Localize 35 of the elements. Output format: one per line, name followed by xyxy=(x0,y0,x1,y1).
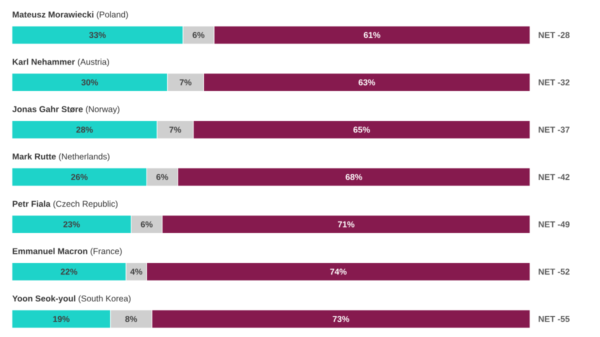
text: NET -37 xyxy=(538,126,570,133)
data-label: 28% xyxy=(76,126,93,133)
y-tick-label: Yoon Seok-youl (South Korea) xyxy=(12,295,131,304)
text: NET -49 xyxy=(538,221,570,228)
data-label: 22% xyxy=(60,268,78,275)
data-label: 7% xyxy=(180,79,192,86)
data-label: 63% xyxy=(358,79,376,86)
y-tick-label: Mateusz Morawiecki (Poland) xyxy=(12,11,128,20)
data-label: 19% xyxy=(53,316,70,322)
data-label: 65% xyxy=(353,126,370,133)
data-label: 6% xyxy=(140,221,153,228)
text: NET -42 xyxy=(538,174,570,180)
data-label: 33% xyxy=(89,32,106,38)
data-label: 7% xyxy=(169,126,182,133)
data-label: 61% xyxy=(364,32,380,38)
text: NET -32 xyxy=(538,79,570,86)
data-label: 8% xyxy=(125,316,138,322)
y-tick-label: Emmanuel Macron (France) xyxy=(12,248,122,256)
data-label: 4% xyxy=(130,268,142,275)
data-label: 23% xyxy=(63,221,80,228)
y-tick-label: Jonas Gahr Støre (Norway) xyxy=(12,106,120,114)
data-label: 26% xyxy=(71,174,88,180)
text: NET -55 xyxy=(538,316,570,322)
data-label: 68% xyxy=(346,174,362,180)
text: NET -52 xyxy=(538,268,570,275)
data-label: 6% xyxy=(192,32,204,38)
data-label: 74% xyxy=(330,268,347,275)
data-label: 71% xyxy=(338,221,354,228)
data-label: 6% xyxy=(156,174,168,180)
data-label: 30% xyxy=(81,79,98,86)
y-tick-label: Karl Nehammer (Austria) xyxy=(12,58,109,67)
y-tick-label: Petr Fiala (Czech Republic) xyxy=(12,200,118,209)
text: NET -28 xyxy=(538,32,570,38)
y-tick-label: Mark Rutte (Netherlands) xyxy=(12,153,110,162)
data-label: 73% xyxy=(332,316,350,322)
